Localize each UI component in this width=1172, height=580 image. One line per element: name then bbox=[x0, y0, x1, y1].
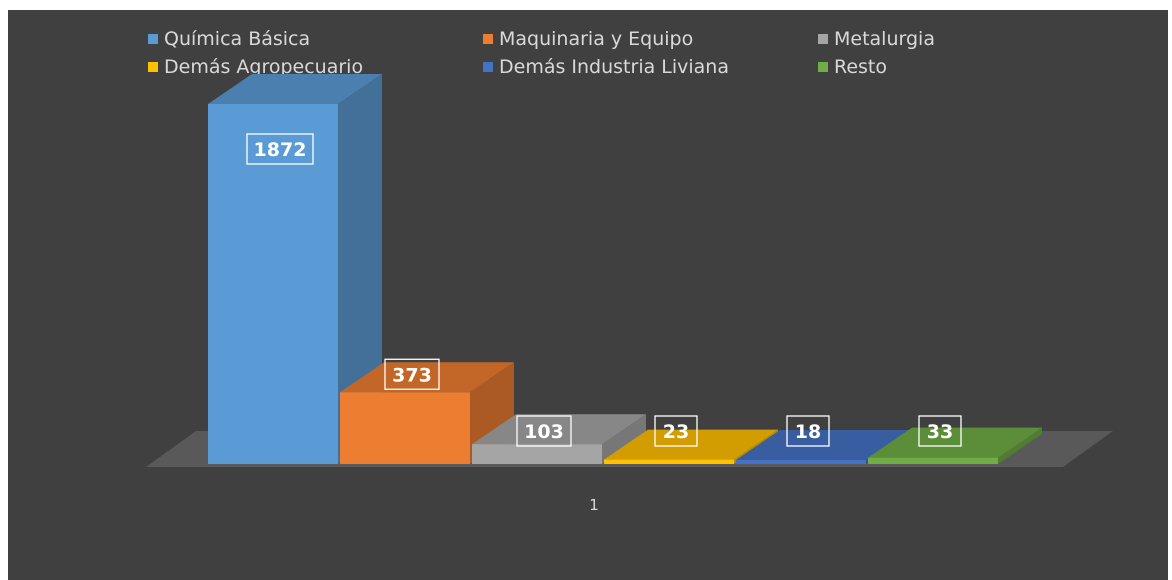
data-label-box bbox=[786, 415, 830, 447]
data-label-4: 18 bbox=[786, 415, 830, 447]
data-label-box bbox=[516, 415, 572, 447]
legend-swatch-quimica-basica bbox=[148, 34, 158, 44]
legend-item-maquinaria-y-equipo: Maquinaria y Equipo bbox=[483, 28, 693, 50]
bar-top bbox=[472, 414, 646, 445]
category-label: 1 bbox=[589, 496, 599, 514]
legend-swatch-demas-agropecuario bbox=[148, 62, 158, 72]
legend-swatch-metalurgia bbox=[818, 34, 828, 44]
bar-side bbox=[602, 414, 646, 464]
data-label-box bbox=[654, 415, 698, 447]
legend-label-resto: Resto bbox=[834, 56, 888, 78]
data-label-2: 103 bbox=[516, 415, 572, 447]
bar-top bbox=[208, 74, 382, 104]
data-label-box bbox=[384, 358, 440, 390]
bar-side bbox=[998, 427, 1042, 464]
legend-label-quimica-basica: Química Básica bbox=[164, 28, 311, 50]
data-label-text: 373 bbox=[392, 364, 432, 386]
data-label-box bbox=[918, 415, 962, 447]
legend-swatch-resto bbox=[818, 62, 828, 72]
legend-label-maquinaria-y-equipo: Maquinaria y Equipo bbox=[499, 28, 694, 50]
bar-front bbox=[736, 460, 866, 464]
legend-item-demas-agropecuario: Demás Agropecuario bbox=[148, 56, 363, 78]
bar-2 bbox=[472, 414, 646, 464]
legend-item-metalurgia: Metalurgia bbox=[818, 28, 935, 50]
data-label-text: 23 bbox=[663, 421, 689, 443]
bar-front bbox=[340, 392, 470, 464]
bar-front bbox=[472, 444, 602, 464]
chart-area: Química Básica Maquinaria y Equipo Metal… bbox=[8, 10, 1168, 580]
plot-area: 1872 373 103 23 18 33 1 bbox=[146, 74, 1113, 514]
data-label-5: 33 bbox=[918, 415, 962, 447]
legend-item-resto: Resto bbox=[818, 56, 887, 78]
data-label-1: 373 bbox=[384, 358, 440, 390]
data-label-box bbox=[246, 133, 314, 165]
data-label-text: 103 bbox=[524, 421, 564, 443]
data-label-0: 1872 bbox=[246, 133, 314, 165]
legend-item-demas-industria-liviana: Demás Industria Liviana bbox=[483, 56, 729, 78]
bar-top bbox=[340, 362, 514, 393]
bar-front bbox=[604, 459, 734, 464]
bars bbox=[208, 74, 1042, 464]
data-labels: 1872 373 103 23 18 33 bbox=[246, 133, 962, 447]
bar-top bbox=[736, 430, 910, 460]
legend-label-demas-agropecuario: Demás Agropecuario bbox=[164, 56, 364, 78]
legend-item-quimica-basica: Química Básica bbox=[148, 28, 310, 50]
legend-swatch-demas-industria-liviana bbox=[483, 62, 493, 72]
legend-swatch-maquinaria-y-equipo bbox=[483, 34, 493, 44]
bar-5 bbox=[868, 427, 1042, 464]
bar-top bbox=[604, 429, 778, 460]
bar-top bbox=[868, 427, 1042, 458]
data-label-text: 1872 bbox=[254, 139, 307, 161]
legend-label-metalurgia: Metalurgia bbox=[834, 28, 935, 50]
bar-side bbox=[338, 74, 382, 464]
data-label-3: 23 bbox=[654, 415, 698, 447]
bar-front bbox=[868, 457, 998, 464]
legend-label-demas-industria-liviana: Demás Industria Liviana bbox=[499, 56, 729, 78]
data-label-text: 18 bbox=[795, 421, 821, 443]
data-label-text: 33 bbox=[927, 421, 953, 443]
